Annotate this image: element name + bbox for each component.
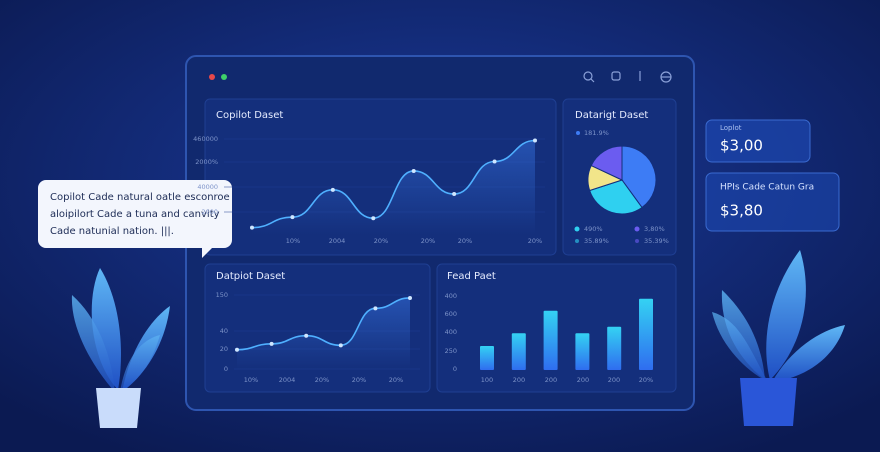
- line: [236, 297, 411, 351]
- bar: [575, 333, 590, 370]
- y-tick-label: 400: [445, 328, 457, 336]
- x-tick-label: 20%: [315, 376, 329, 384]
- bar: [639, 298, 653, 370]
- legend-dot: [575, 239, 579, 243]
- dot-red: [209, 74, 215, 80]
- legend-label: 35.89%: [584, 237, 609, 245]
- card[interactable]: [705, 172, 840, 232]
- line-point: [411, 168, 416, 173]
- y-tick-label: 2000: [201, 208, 218, 216]
- pie-slice: [589, 179, 643, 215]
- line-point: [373, 306, 378, 311]
- x-tick-label: 200: [577, 376, 589, 384]
- line-area: [237, 297, 410, 369]
- plant-left: [71, 268, 170, 428]
- card-value: $3,80: [720, 202, 763, 220]
- line-point: [338, 343, 343, 348]
- x-tick-label: 20%: [458, 237, 472, 245]
- x-tick-label: 20%: [421, 237, 435, 245]
- line-point: [533, 138, 537, 143]
- line-point: [371, 216, 376, 221]
- x-tick-label: 20%: [639, 376, 653, 384]
- x-tick-label: 10%: [244, 376, 258, 384]
- line-point: [492, 159, 497, 164]
- line-point: [304, 333, 309, 338]
- line-point: [290, 215, 295, 220]
- bar: [511, 333, 526, 370]
- panel-title: Datarigt Daset: [575, 110, 648, 121]
- speech-bubble: [38, 180, 232, 258]
- y-tick-label: 250: [445, 347, 457, 355]
- pie-slice: [621, 145, 657, 209]
- y-tick-label: 0: [453, 365, 457, 373]
- legend-dot: [634, 226, 640, 232]
- x-tick-label: 20%: [352, 376, 366, 384]
- x-tick-label: 100: [481, 376, 493, 384]
- bar: [480, 346, 494, 370]
- card[interactable]: [705, 119, 811, 163]
- panel-title: Copilot Daset: [216, 110, 283, 121]
- x-tick-label: 200: [513, 376, 525, 384]
- legend-label: 35.39%: [644, 237, 669, 245]
- panel-title: Datpiot Daset: [216, 271, 285, 282]
- legend-label: 181.9%: [584, 129, 609, 137]
- legend-label: 490%: [584, 225, 603, 233]
- legend-dot: [574, 226, 580, 232]
- y-tick-label: 20: [220, 345, 228, 353]
- x-tick-label: 20%: [374, 237, 388, 245]
- x-tick-label: 200: [545, 376, 557, 384]
- x-tick-label: 20%: [528, 237, 542, 245]
- x-tick-label: 2004: [279, 376, 296, 384]
- card-value: $3,00: [720, 137, 763, 155]
- bar: [543, 310, 558, 370]
- line-point: [330, 187, 335, 192]
- x-tick-label: 2004: [329, 237, 346, 245]
- y-tick-label: 400: [445, 292, 457, 300]
- line-point: [269, 341, 274, 346]
- bubble-line: Copilot Cade natural oatle esconroe: [50, 192, 230, 203]
- line-point: [408, 295, 412, 300]
- bubble-line: aloipilort Cade a tuna and canvity: [50, 209, 220, 220]
- line: [251, 139, 536, 229]
- y-tick-label: 600: [445, 310, 457, 318]
- panel-title: Fead Paet: [447, 271, 496, 282]
- pie-slice: [590, 145, 623, 181]
- bar: [607, 326, 622, 370]
- x-tick-label: 10%: [286, 237, 300, 245]
- toolbar-icons[interactable]: [583, 71, 672, 83]
- y-tick-label: 2000%: [195, 158, 218, 166]
- dot-green: [221, 74, 227, 80]
- y-tick-label: 150: [216, 291, 228, 299]
- line-point: [452, 192, 457, 197]
- card-label: HPIs Cade Catun Gra: [720, 183, 814, 193]
- y-tick-label: 0: [224, 365, 228, 373]
- y-tick-label: 40: [220, 327, 228, 335]
- line-area: [252, 140, 535, 235]
- x-tick-label: 200: [608, 376, 620, 384]
- legend-label: 3,80%: [644, 225, 665, 233]
- legend-dot: [576, 131, 580, 135]
- card-label: Loplot: [720, 124, 742, 132]
- legend-dot: [635, 239, 639, 243]
- y-tick-label: 40000: [197, 183, 218, 191]
- y-tick-label: 460000: [193, 135, 218, 143]
- plant-right: [712, 250, 845, 426]
- line-point: [235, 347, 239, 352]
- x-tick-label: 20%: [389, 376, 403, 384]
- line-point: [250, 225, 254, 230]
- bubble-line: Cade natunial nation. |||.: [50, 226, 174, 237]
